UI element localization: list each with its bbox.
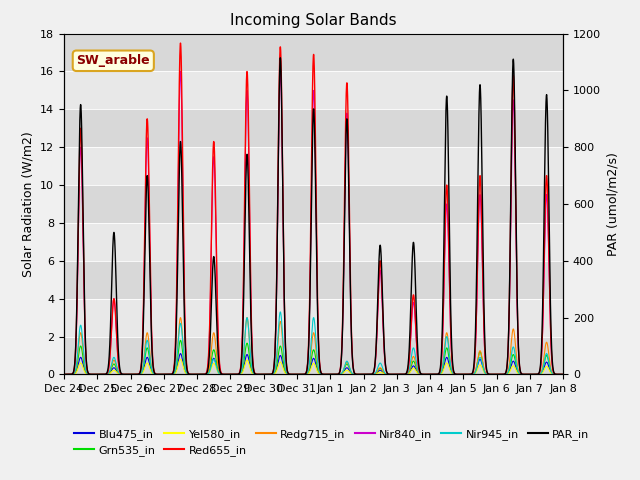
Bar	[64, 299, 563, 336]
Bar	[64, 109, 563, 147]
Bar	[64, 185, 563, 223]
Bar	[64, 72, 563, 109]
Bar	[64, 223, 563, 261]
Bar	[64, 261, 563, 299]
Bar	[64, 147, 563, 185]
Bar	[64, 34, 563, 72]
Legend: Blu475_in, Grn535_in, Yel580_in, Red655_in, Redg715_in, Nir840_in, Nir945_in, PA: Blu475_in, Grn535_in, Yel580_in, Red655_…	[70, 424, 594, 460]
Bar	[64, 336, 563, 374]
Title: Incoming Solar Bands: Incoming Solar Bands	[230, 13, 397, 28]
Y-axis label: Solar Radiation (W/m2): Solar Radiation (W/m2)	[22, 131, 35, 277]
Y-axis label: PAR (umol/m2/s): PAR (umol/m2/s)	[607, 152, 620, 256]
Text: SW_arable: SW_arable	[77, 54, 150, 67]
